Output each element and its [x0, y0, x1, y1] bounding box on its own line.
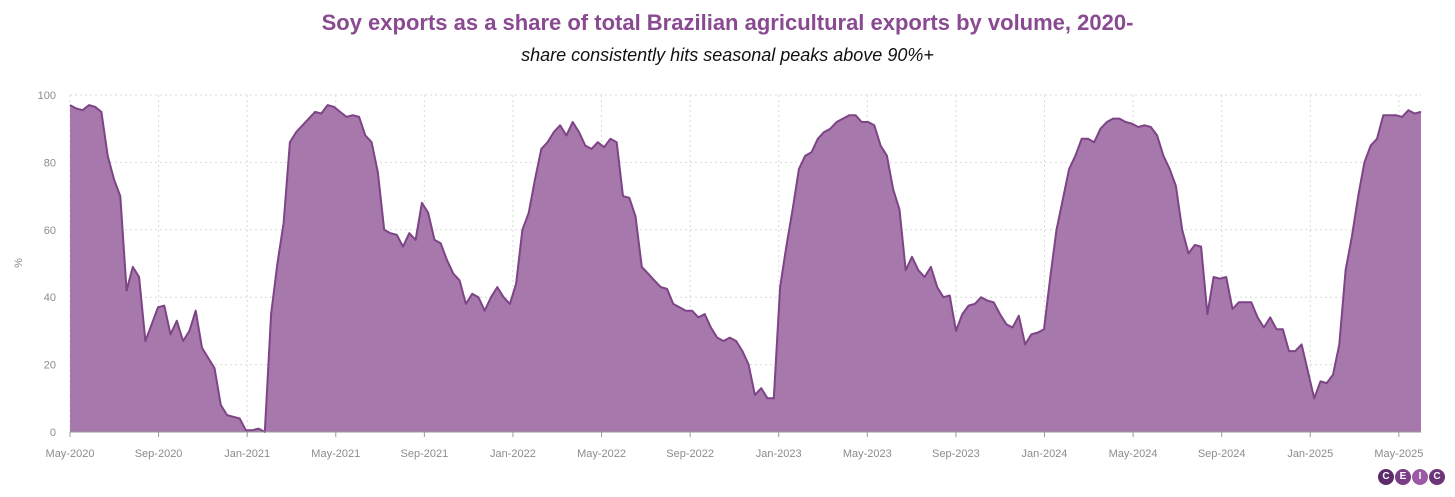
y-tick-label: 80 — [44, 157, 56, 169]
y-axis-label: % — [13, 258, 25, 268]
x-tick-label: May-2020 — [46, 448, 95, 460]
x-tick-label: May-2025 — [1374, 448, 1423, 460]
logo-letter-e: E — [1395, 469, 1411, 485]
y-tick-label: 100 — [38, 90, 56, 102]
y-tick-label: 60 — [44, 225, 56, 237]
ceic-logo: C E I C — [1378, 469, 1445, 485]
x-tick-label: May-2021 — [311, 448, 360, 460]
chart-subtitle: share consistently hits seasonal peaks a… — [521, 45, 934, 65]
logo-letter-c2: C — [1429, 469, 1445, 485]
x-tick-label: Jan-2024 — [1022, 448, 1068, 460]
x-tick-label: Sep-2020 — [135, 448, 183, 460]
area-layer — [69, 104, 1422, 433]
x-tick-label: Sep-2024 — [1198, 448, 1246, 460]
y-tick-label: 40 — [44, 292, 56, 304]
series-area — [70, 105, 1421, 432]
x-tick-label: Sep-2021 — [401, 448, 449, 460]
x-tick-label: Jan-2025 — [1287, 448, 1333, 460]
y-tick-label: 20 — [44, 360, 56, 372]
x-tick-label: Sep-2022 — [666, 448, 714, 460]
x-tick-label: Jan-2023 — [756, 448, 802, 460]
x-tick-label: May-2023 — [843, 448, 892, 460]
x-tick-label: May-2024 — [1109, 448, 1158, 460]
x-tick-label: Jan-2021 — [224, 448, 270, 460]
x-tick-label: May-2022 — [577, 448, 626, 460]
series-line — [69, 104, 1422, 433]
y-tick-label: 0 — [50, 427, 56, 439]
logo-letter-i: I — [1412, 469, 1428, 485]
chart-title: Soy exports as a share of total Brazilia… — [321, 10, 1134, 35]
axis-layer: 0 20 40 60 80 100 May-2020 Sep-2020 Jan-2021 May-… — [38, 90, 1424, 460]
x-tick-label: Jan-2022 — [490, 448, 536, 460]
x-tick-label: Sep-2023 — [932, 448, 980, 460]
logo-letter-c1: C — [1378, 469, 1394, 485]
